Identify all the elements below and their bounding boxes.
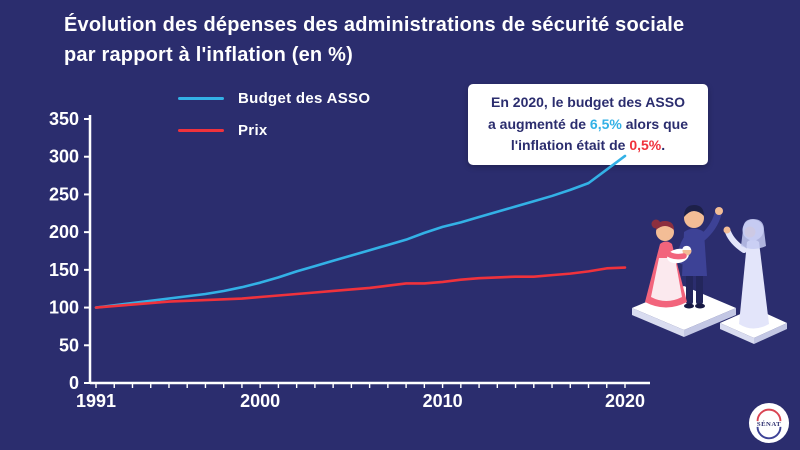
legend-item-prix: Prix (178, 122, 370, 139)
x-tick-label-1991: 1991 (76, 391, 116, 408)
annotation-box: En 2020, le budget des ASSO a augmenté d… (468, 84, 708, 166)
senat-logo-blue-arc (756, 426, 782, 440)
annotation-inflation-value: 0,5% (629, 137, 662, 154)
series-line-prix (94, 266, 627, 309)
legend-label-budget: Budget des ASSO (238, 90, 371, 107)
x-tick-label-2020: 2020 (605, 391, 645, 408)
annotation-budget-value: 6,5% (589, 115, 622, 132)
y-tick-label-0: 0 (69, 373, 79, 393)
figure-woman-baby (645, 219, 692, 308)
page-title: Évolution des dépenses des administratio… (64, 10, 684, 70)
legend-line-budget-icon (178, 97, 224, 100)
legend-item-budget: Budget des ASSO (178, 90, 370, 107)
senat-logo: SÉNAT (748, 402, 790, 444)
annotation-line-1: En 2020, le budget des ASSO (491, 94, 685, 110)
y-tick-label-150: 150 (49, 260, 79, 280)
senat-logo-text: SÉNAT (757, 420, 781, 428)
annotation-line-3-pre: l'inflation était de (510, 137, 630, 154)
chart-legend: Budget des ASSO Prix (178, 90, 370, 154)
legend-line-prix-icon (178, 129, 224, 132)
annotation-line-2-pre: a augmenté de (488, 115, 590, 132)
y-tick-label-100: 100 (49, 298, 79, 318)
y-tick-label-350: 350 (49, 109, 79, 129)
title-line-1: Évolution des dépenses des administratio… (64, 14, 685, 36)
figure-woman-hijab (723, 219, 769, 329)
y-tick-label-200: 200 (49, 222, 79, 242)
y-tick-label-50: 50 (59, 335, 79, 355)
legend-label-prix: Prix (238, 122, 268, 139)
senat-logo-red-arc (756, 408, 782, 422)
spending-inflation-line-chart: 0 50 100 150 200 250 300 350 1991 2000 2010 2020 (49, 109, 650, 408)
figure-man (678, 205, 723, 309)
series-line-budget-asso (94, 154, 627, 309)
x-tick-label-2010: 2010 (423, 391, 463, 408)
title-line-2: par rapport à l'inflation (en %) (64, 44, 353, 66)
x-tick-label-2000: 2000 (240, 391, 280, 408)
annotation-line-2-post: alors que (621, 115, 688, 132)
people-illustration (632, 205, 787, 344)
y-tick-label-300: 300 (49, 147, 79, 167)
y-tick-label-250: 250 (49, 184, 79, 204)
annotation-line-3-end: . (661, 137, 666, 154)
